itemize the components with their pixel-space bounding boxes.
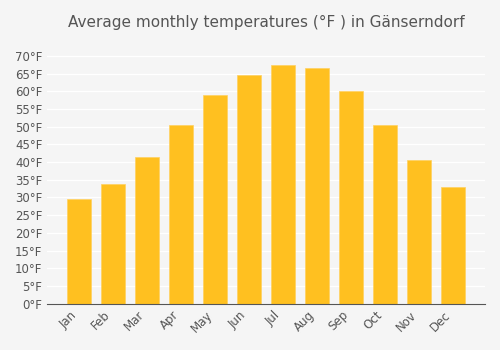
Bar (135, 157, 159, 304)
Bar (442, 187, 465, 304)
Bar (374, 125, 397, 304)
Bar (169, 125, 193, 304)
Bar (271, 65, 295, 304)
Bar (408, 160, 431, 304)
Title: Average monthly temperatures (°F ) in Gänserndorf: Average monthly temperatures (°F ) in Gä… (68, 15, 464, 30)
Bar (305, 68, 329, 304)
Bar (237, 75, 261, 304)
Bar (101, 184, 125, 304)
Bar (67, 199, 91, 304)
Bar (339, 91, 363, 304)
Bar (203, 95, 227, 304)
